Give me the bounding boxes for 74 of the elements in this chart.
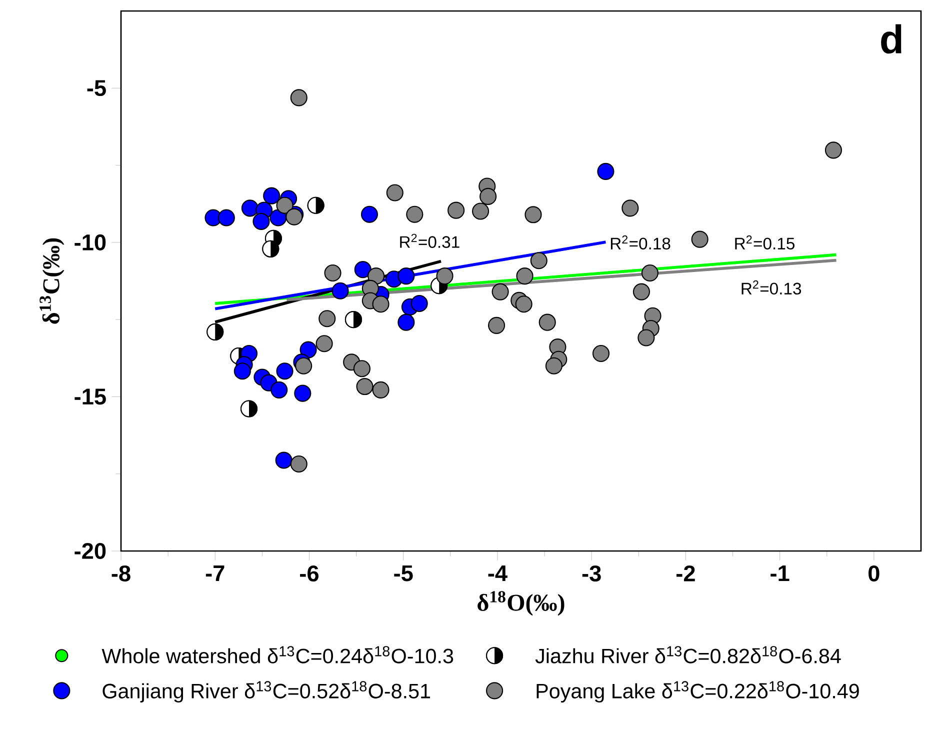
point xyxy=(318,310,336,328)
x-tick-label: -3 xyxy=(582,565,601,582)
point xyxy=(545,357,562,374)
point xyxy=(538,314,556,331)
point xyxy=(398,314,415,331)
point xyxy=(372,381,390,398)
y-tick-label: -20 xyxy=(74,542,106,560)
y-tick-label: -15 xyxy=(74,388,106,405)
legend-label: Poyang Lake δ$^{13}$C=0.22δ$^{18}$O-10.49 xyxy=(536,681,859,703)
point xyxy=(316,335,333,352)
x-tick-label: -6 xyxy=(300,565,318,582)
x-tick-label: -5 xyxy=(394,565,413,582)
point xyxy=(448,202,465,219)
point xyxy=(824,142,842,159)
point xyxy=(368,268,385,285)
point xyxy=(472,202,490,220)
annotation: R$^{2}$=0.18 xyxy=(610,235,670,250)
point xyxy=(294,384,312,402)
point xyxy=(524,206,542,224)
point xyxy=(372,296,390,313)
point xyxy=(592,344,610,362)
x-tick-label: -1 xyxy=(770,565,790,582)
point xyxy=(263,187,280,204)
legend-label: Jiazhu River δ$^{13}$C=0.82δ$^{18}$O-6.84 xyxy=(535,646,841,664)
x-tick-label: 0 xyxy=(868,565,880,582)
legend-label: Ganjiang River δ$^{13}$C=0.52δ$^{18}$O-8.51 xyxy=(102,681,430,703)
point xyxy=(480,188,497,205)
point xyxy=(406,206,424,223)
point xyxy=(436,268,454,285)
point xyxy=(530,252,548,270)
point xyxy=(516,268,534,285)
point xyxy=(290,89,308,106)
annotation: R$^{2}$=0.15 xyxy=(735,235,794,250)
annotation: d xyxy=(881,24,902,54)
point xyxy=(492,283,509,300)
y-tick-label: -10 xyxy=(74,234,106,250)
point xyxy=(641,264,658,282)
point xyxy=(488,316,506,334)
point xyxy=(218,209,235,226)
point xyxy=(638,329,655,346)
point xyxy=(515,296,532,313)
point xyxy=(300,341,317,358)
point xyxy=(360,206,378,223)
x-tick-label: -2 xyxy=(676,565,695,582)
point xyxy=(356,378,374,396)
annotation: R$^{2}$=0.13 xyxy=(742,280,802,295)
point xyxy=(353,360,370,378)
point xyxy=(597,162,614,180)
point xyxy=(354,261,372,278)
point xyxy=(410,294,428,312)
point xyxy=(290,455,308,473)
x-tick-label: -4 xyxy=(488,565,508,582)
x-tick-label: -8 xyxy=(112,565,130,582)
point xyxy=(632,283,650,300)
annotation: R$^{2}$=0.31 xyxy=(400,234,460,248)
point xyxy=(276,362,294,380)
point xyxy=(386,184,404,202)
point xyxy=(622,200,639,217)
point xyxy=(252,212,270,230)
point xyxy=(332,282,349,300)
point xyxy=(270,381,288,398)
y-axis-title: δ$^{13}$C(‰) xyxy=(40,238,64,324)
legend-label: Whole watershed δ$^{13}$C=0.24δ$^{18}$O-10.3 xyxy=(102,646,454,664)
x-axis-title: δ$^{18}$O(‰) xyxy=(478,591,564,616)
point xyxy=(324,264,342,282)
point xyxy=(398,268,415,285)
point xyxy=(276,196,294,214)
point xyxy=(691,230,708,248)
point xyxy=(295,357,312,374)
point xyxy=(275,452,292,469)
point xyxy=(241,200,258,217)
x-tick-label: -7 xyxy=(206,565,224,582)
point xyxy=(234,362,251,380)
y-tick-label: -5 xyxy=(87,80,106,96)
